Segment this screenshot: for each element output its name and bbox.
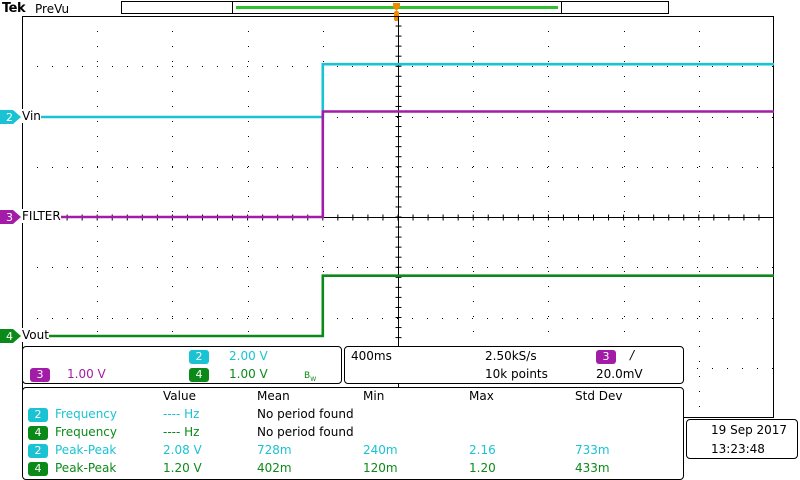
meas-row-max: 2.16 [469, 443, 496, 457]
sample-rate: 2.50kS/s [485, 349, 537, 363]
meas-row-name: Peak-Peak [55, 461, 117, 475]
meas-header-max: Max [469, 389, 494, 403]
ch2-scale: 2.00 V [229, 349, 268, 363]
ch4-ground-marker-icon[interactable]: 4 [0, 329, 22, 343]
meas-row-mean: No period found [257, 425, 354, 439]
datetime-panel: 19 Sep 2017 13:23:48 [686, 419, 798, 459]
meas-row-name: Peak-Peak [55, 443, 117, 457]
waveform-display[interactable] [22, 16, 774, 418]
ch4-badge: 4 [189, 368, 209, 382]
trigger-source-badge: 3 [596, 350, 616, 364]
record-points: 10k points [485, 367, 548, 381]
measurement-panel[interactable]: Value Mean Min Max Std Dev 2 Frequency -… [22, 387, 684, 480]
date-display: 19 Sep 2017 [711, 423, 788, 437]
ch4-scale: 1.00 V [229, 367, 268, 381]
ch2-label: Vin [22, 109, 41, 123]
trace-vout [22, 274, 774, 338]
horizontal-trigger-panel[interactable]: 400ms 2.50kS/s 3 / 10k points 20.0mV [344, 346, 684, 384]
meas-row-value: 1.20 V [163, 461, 202, 475]
waveform-traces [22, 62, 774, 338]
ch2-badge: 2 [189, 350, 209, 364]
ch3-ground-marker-icon[interactable]: 3 [0, 210, 22, 224]
ch3-badge: 3 [30, 368, 50, 382]
ch3-label: FILTER [22, 209, 61, 223]
ch4-marker-number: 4 [6, 330, 13, 343]
meas-header-min: Min [363, 389, 385, 403]
meas-row-min: 240m [363, 443, 398, 457]
meas-row-name: Frequency [55, 407, 117, 421]
meas-header-value: Value [163, 389, 196, 403]
acquisition-mode: PreVu [35, 2, 70, 16]
ch4-bandwidth-limit-icon: BW [304, 371, 317, 383]
meas-row-channel-badge: 4 [28, 462, 48, 476]
ch3-scale: 1.00 V [67, 367, 106, 381]
ch4-label: Vout [22, 328, 49, 342]
meas-row-mean: 728m [257, 443, 292, 457]
meas-row-channel-badge: 2 [28, 408, 48, 422]
meas-row-value: 2.08 V [163, 443, 202, 457]
meas-row-channel-badge: 4 [28, 426, 48, 440]
ch3-marker-number: 3 [6, 211, 13, 224]
brand-logo: Tek [2, 1, 26, 16]
ch2-ground-marker-icon[interactable]: 2 [0, 110, 22, 124]
meas-row-value: ---- Hz [163, 425, 200, 439]
time-per-division: 400ms [351, 349, 392, 363]
meas-header-std-dev: Std Dev [575, 389, 623, 403]
meas-row-name: Frequency [55, 425, 117, 439]
meas-row-mean: 402m [257, 461, 292, 475]
meas-row-max: 1.20 [469, 461, 496, 475]
time-display: 13:23:48 [711, 442, 765, 456]
ch2-marker-number: 2 [6, 111, 13, 124]
meas-row-std-dev: 433m [575, 461, 610, 475]
meas-row-min: 120m [363, 461, 398, 475]
trigger-level: 20.0mV [596, 367, 643, 381]
meas-header-mean: Mean [257, 389, 290, 403]
meas-row-mean: No period found [257, 407, 354, 421]
meas-row-value: ---- Hz [163, 407, 200, 421]
meas-row-std-dev: 733m [575, 443, 610, 457]
vertical-settings-panel[interactable]: 2 2.00 V 3 1.00 V 4 1.00 V BW [22, 346, 342, 384]
trigger-slope-icon: / [630, 348, 635, 362]
trace-filter [22, 110, 774, 219]
meas-row-channel-badge: 2 [28, 444, 48, 458]
trace-vin [22, 62, 774, 119]
